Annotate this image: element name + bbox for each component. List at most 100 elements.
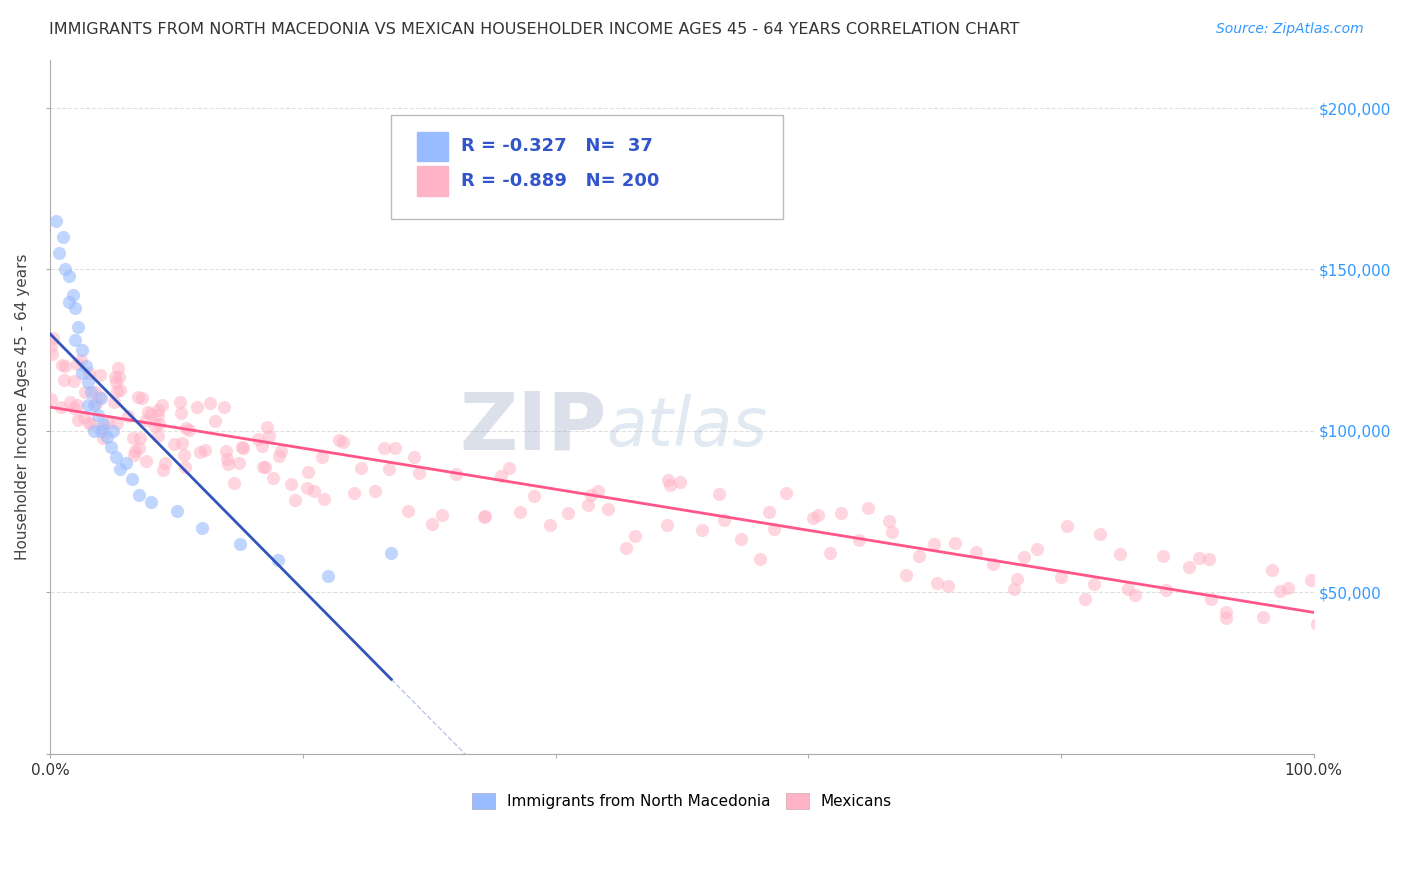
Point (922, 536, 945, 550)
Point (316, 569, 339, 583)
Point (96, 430, 118, 444)
Point (90, 421, 112, 435)
Point (146, 403, 169, 417)
Point (128, 488, 150, 502)
Point (128, 441, 150, 455)
Point (474, 508, 496, 523)
Point (363, 483, 385, 498)
Point (80, 417, 103, 431)
Point (186, 400, 208, 414)
Point (408, 466, 430, 480)
Point (62, 288, 84, 302)
Point (148, 417, 170, 431)
Point (117, 409, 139, 423)
Point (121, 472, 143, 486)
Point (856, 501, 879, 516)
Point (97, 416, 120, 430)
Point (1074, 591, 1097, 606)
Point (150, 397, 173, 411)
Point (596, 501, 619, 516)
Point (83, 385, 105, 400)
Point (87, 390, 110, 404)
Point (713, 513, 735, 527)
Point (51, 358, 73, 372)
Point (153, 457, 176, 471)
Point (45, 214, 67, 228)
Point (801, 511, 824, 525)
Point (1088, 526, 1111, 541)
Point (179, 423, 201, 437)
Point (328, 434, 350, 448)
Point (1056, 519, 1078, 533)
Point (657, 473, 679, 487)
Point (90, 424, 112, 438)
Point (224, 475, 246, 490)
Point (1178, 560, 1201, 574)
Point (657, 517, 679, 532)
Point (280, 477, 302, 491)
Point (624, 529, 647, 543)
Point (762, 522, 785, 536)
Point (250, 439, 273, 453)
Point (70, 343, 93, 357)
Point (84, 396, 107, 410)
Point (1199, 591, 1222, 606)
Point (173, 448, 195, 462)
Point (297, 465, 319, 479)
Point (588, 483, 610, 498)
Point (107, 360, 129, 375)
Point (52, 230, 75, 244)
Point (105, 384, 128, 399)
Point (775, 486, 797, 500)
Point (83, 398, 105, 412)
Point (53, 262, 76, 277)
Point (231, 440, 253, 454)
Point (311, 450, 333, 464)
Point (79, 416, 101, 430)
Point (124, 443, 146, 458)
Point (91, 417, 114, 432)
Point (103, 394, 125, 409)
Point (472, 509, 495, 524)
Point (143, 419, 166, 434)
Text: R = -0.889   N= 200: R = -0.889 N= 200 (461, 172, 659, 190)
FancyBboxPatch shape (391, 115, 783, 219)
Point (146, 408, 169, 422)
Point (188, 445, 211, 459)
Point (77, 366, 100, 380)
Point (53, 359, 76, 374)
Point (430, 508, 453, 523)
Point (983, 558, 1005, 572)
Point (658, 477, 681, 491)
Point (579, 488, 602, 502)
Point (332, 434, 354, 449)
Point (89, 368, 111, 382)
Point (1014, 550, 1036, 565)
Point (848, 533, 870, 548)
Point (256, 420, 278, 434)
Point (965, 544, 987, 558)
Point (215, 452, 238, 467)
Point (295, 481, 318, 495)
Point (73, 410, 96, 425)
Point (378, 462, 401, 476)
Point (228, 456, 250, 470)
Point (87, 408, 110, 422)
Point (877, 514, 900, 528)
Point (1306, 617, 1329, 632)
Point (1002, 582, 1025, 596)
Point (173, 460, 195, 475)
Point (1007, 572, 1029, 586)
Point (62, 401, 84, 416)
Point (66, 398, 89, 412)
Point (228, 537, 250, 551)
Point (42, 331, 65, 345)
Point (79, 384, 101, 399)
Point (1109, 547, 1132, 561)
Point (373, 442, 395, 456)
Point (67, 413, 90, 427)
Point (1154, 582, 1177, 597)
Point (198, 396, 221, 410)
Point (135, 454, 157, 468)
Point (420, 516, 443, 531)
